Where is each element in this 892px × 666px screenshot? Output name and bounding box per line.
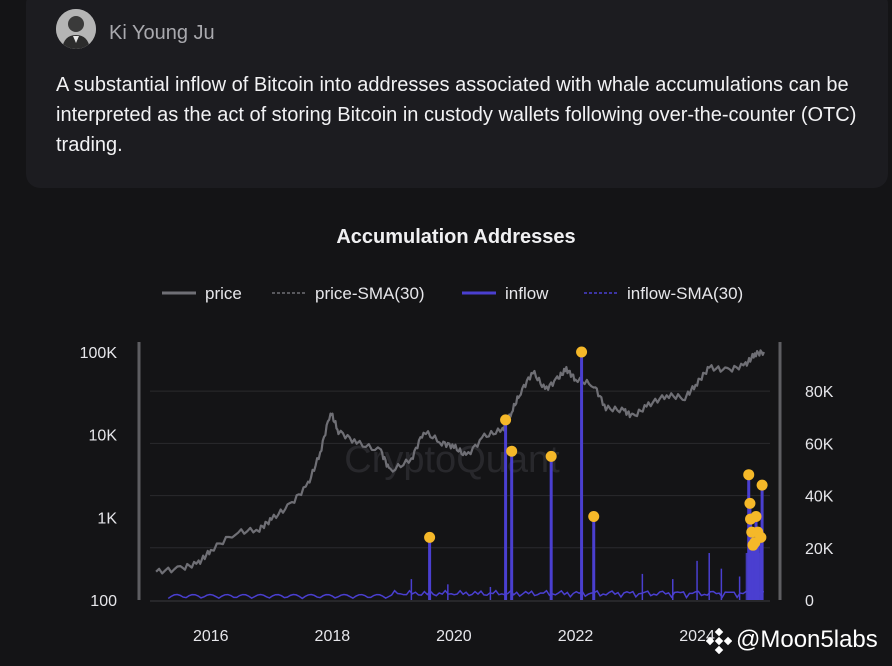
y-left-tick-2: 10K [89,428,118,445]
binance-icon [706,628,732,654]
chart-title: Accumulation Addresses [336,226,575,248]
inflow-marker-4 [576,346,588,358]
avatar[interactable] [56,9,96,49]
inflow-marker-12 [750,510,762,522]
inflow-marker-0 [424,531,436,543]
inflow-markers [424,346,768,551]
y-right-tick-3: 60K [805,436,834,453]
inflow-series [167,352,765,600]
inflow-marker-6 [743,469,755,481]
y-right-tick-0: 0 [805,593,814,610]
x-tick-3: 2022 [558,628,594,645]
chart-legend: price price-SMA(30) inflow inflow-SMA(30) [162,284,743,303]
inflow-marker-5 [588,510,600,522]
avatar-image [56,9,96,49]
y-right-tick-2: 40K [805,489,834,506]
y-left-tick-0: 100 [90,593,117,610]
legend-label-0: price [205,284,242,303]
legend-label-1: price-SMA(30) [315,284,425,303]
watermark-handle: @Moon5labs [736,626,878,653]
y-left-tick-3: 100K [80,345,118,362]
price-line [155,349,765,575]
inflow-marker-1 [500,414,512,426]
inflow-marker-3 [545,450,557,462]
inflow-baseline [167,589,765,600]
x-tick-1: 2018 [315,628,351,645]
inflow-marker-7 [744,497,756,509]
inflow-marker-14 [755,531,767,543]
post-text: A substantial inflow of Bitcoin into add… [56,74,857,156]
price-series [155,349,765,575]
x-tick-2: 2020 [436,628,472,645]
x-tick-0: 2016 [193,628,229,645]
y-left-tick-1: 1K [97,510,117,527]
chart-grid [150,390,770,549]
chart-axes: 100 1K 10K 100K 0 20K 40K 60K 80K 2016 2018 2020 202… [80,342,834,645]
accumulation-chart: Accumulation Addresses price price-SMA(30… [80,226,834,645]
legend-label-2: inflow [505,284,549,303]
post-card [26,0,888,188]
y-right-tick-4: 80K [805,384,834,401]
legend-label-3: inflow-SMA(30) [627,284,743,303]
y-right-tick-1: 20K [805,541,834,558]
inflow-marker-15 [756,479,768,491]
author-name[interactable]: Ki Young Ju [109,22,215,44]
inflow-marker-2 [506,445,518,457]
